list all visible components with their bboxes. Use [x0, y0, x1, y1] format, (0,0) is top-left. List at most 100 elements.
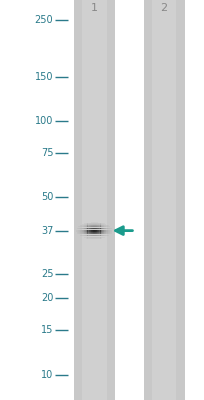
Bar — [97, 226, 98, 227]
Bar — [109, 234, 110, 235]
Bar — [87, 224, 88, 225]
Bar — [83, 224, 84, 225]
Bar — [88, 233, 89, 234]
Bar — [88, 230, 89, 231]
Bar — [91, 237, 92, 238]
Bar — [103, 223, 104, 224]
Bar — [103, 234, 104, 235]
Bar — [87, 233, 88, 234]
Bar — [90, 235, 91, 236]
Bar — [93, 226, 94, 227]
Bar — [80, 232, 81, 233]
Bar — [104, 234, 105, 235]
Bar — [101, 230, 102, 231]
Bar — [82, 235, 83, 236]
Bar — [103, 233, 104, 234]
Bar — [77, 232, 78, 233]
Bar — [102, 232, 103, 233]
Bar — [95, 232, 96, 233]
Bar — [88, 231, 89, 232]
Bar — [89, 235, 90, 236]
Bar — [101, 234, 102, 235]
Bar — [105, 224, 106, 225]
Bar — [79, 230, 80, 231]
Bar — [108, 229, 109, 230]
Bar — [104, 224, 105, 225]
Bar — [89, 233, 90, 234]
Bar — [83, 235, 84, 236]
Bar — [104, 233, 105, 234]
Bar — [90, 237, 91, 238]
Bar — [91, 229, 92, 230]
Bar — [91, 234, 92, 235]
Bar — [85, 233, 86, 234]
Bar — [91, 226, 92, 227]
Bar — [92, 232, 93, 233]
Bar — [103, 237, 104, 238]
Bar — [82, 229, 83, 230]
Bar — [94, 226, 95, 227]
Bar — [82, 228, 83, 229]
Bar — [93, 232, 94, 233]
Bar — [81, 231, 82, 232]
Bar — [78, 234, 79, 235]
Bar — [105, 230, 106, 231]
Bar — [100, 226, 101, 227]
Bar — [103, 231, 104, 232]
Bar — [90, 223, 91, 224]
Bar — [97, 228, 98, 229]
Bar — [84, 233, 85, 234]
Bar — [82, 226, 83, 227]
Bar — [97, 235, 98, 236]
Bar — [87, 232, 88, 233]
Bar — [108, 231, 109, 232]
Bar — [100, 235, 101, 236]
Bar — [84, 237, 85, 238]
Bar — [80, 231, 81, 232]
Bar — [106, 230, 107, 231]
Bar — [92, 224, 93, 225]
Bar — [103, 229, 104, 230]
Bar — [90, 231, 91, 232]
Bar — [91, 232, 92, 233]
Bar — [96, 232, 97, 233]
Bar — [80, 233, 81, 234]
Bar — [86, 229, 87, 230]
Bar — [86, 231, 87, 232]
Bar — [96, 224, 97, 225]
Bar — [90, 230, 91, 231]
Bar — [99, 224, 100, 225]
Bar — [93, 230, 94, 231]
Bar — [79, 226, 80, 227]
Bar — [84, 235, 85, 236]
Bar — [84, 231, 85, 232]
Bar — [108, 234, 109, 235]
Bar — [96, 233, 97, 234]
Bar — [81, 230, 82, 231]
Bar — [86, 226, 87, 227]
Bar — [105, 231, 106, 232]
Bar — [107, 230, 108, 231]
Bar — [85, 231, 86, 232]
Bar — [86, 230, 87, 231]
Bar — [88, 234, 89, 235]
Bar — [110, 228, 111, 229]
Bar — [94, 223, 95, 224]
Bar — [102, 229, 103, 230]
Bar — [84, 224, 85, 225]
Bar — [101, 229, 102, 230]
Bar — [101, 228, 102, 229]
Bar — [77, 230, 78, 231]
Bar — [89, 223, 90, 224]
Bar — [106, 231, 107, 232]
Bar — [77, 228, 78, 229]
Bar — [105, 235, 106, 236]
Bar — [91, 235, 92, 236]
Bar — [81, 228, 82, 229]
Bar — [103, 235, 104, 236]
Bar — [96, 235, 97, 236]
Bar — [98, 234, 99, 235]
Bar — [87, 223, 88, 224]
Bar — [89, 230, 90, 231]
Bar — [88, 226, 89, 227]
